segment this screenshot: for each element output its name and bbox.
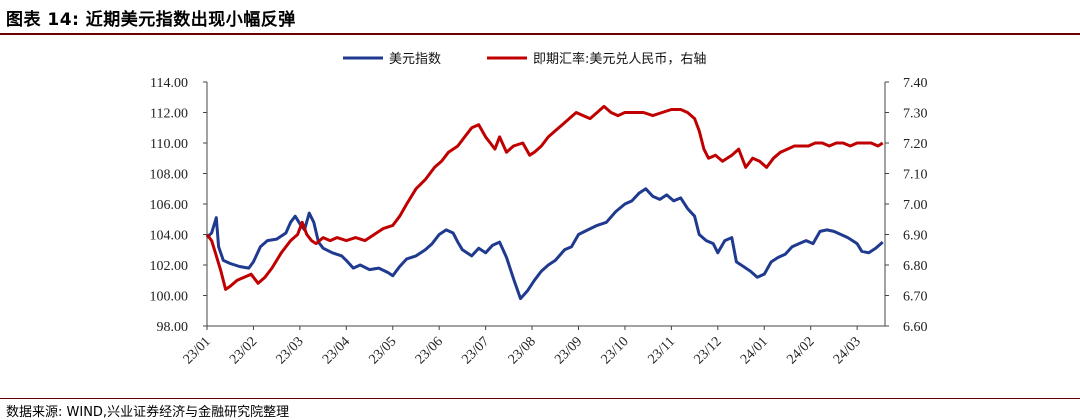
x-tick-label: 23/06 (413, 334, 446, 367)
title-rule (0, 33, 1080, 35)
source-rule (0, 398, 1080, 399)
left-tick-label: 104.00 (150, 229, 189, 244)
x-tick-label: 23/09 (552, 334, 585, 367)
x-tick-label: 23/02 (227, 334, 260, 367)
right-tick-label: 6.80 (903, 259, 928, 274)
right-tick-label: 7.10 (903, 168, 928, 183)
chart-legend: 美元指数 即期汇率:美元兑人民币，右轴 (343, 51, 706, 67)
series-line-1 (205, 187, 884, 301)
x-tick-label: 23/07 (459, 334, 492, 367)
right-tick-label: 6.60 (903, 320, 928, 335)
left-tick-label: 98.00 (157, 320, 189, 335)
chart-axes: 98.00 100.00 102.00 104.00 106.00 108.00 110.0… (150, 76, 928, 367)
source-note: 数据来源: WIND,兴业证券经济与金融研究院整理 (6, 405, 290, 420)
right-tick-label: 6.90 (903, 229, 928, 244)
legend-label-2: 即期汇率:美元兑人民币，右轴 (533, 51, 706, 67)
x-tick-label: 23/04 (320, 334, 353, 367)
left-tick-label: 106.00 (150, 198, 189, 213)
x-tick-label: 23/01 (181, 334, 214, 367)
x-tick-label: 23/03 (274, 334, 307, 367)
figure-title: 图表 14: 近期美元指数出现小幅反弹 (6, 10, 296, 30)
right-tick-label: 7.20 (903, 137, 928, 152)
legend-label-1: 美元指数 (389, 52, 441, 67)
x-tick-label: 23/10 (599, 334, 632, 367)
right-tick-label: 7.30 (903, 107, 928, 122)
x-tick-label: 23/05 (366, 334, 399, 367)
x-tick-label: 24/02 (784, 334, 817, 367)
chart-series (205, 104, 884, 301)
left-tick-label: 100.00 (150, 290, 189, 305)
right-tick-label: 6.70 (903, 290, 928, 305)
x-tick-label: 23/08 (506, 334, 539, 367)
left-tick-label: 102.00 (150, 259, 189, 274)
left-tick-label: 110.00 (150, 137, 188, 152)
x-tick-label: 24/01 (738, 334, 771, 367)
chart-canvas: 98.00 100.00 102.00 104.00 106.00 108.00 110.0… (150, 51, 928, 367)
series-line-2 (205, 104, 884, 291)
left-tick-label: 108.00 (150, 168, 189, 183)
right-tick-label: 7.40 (903, 76, 928, 91)
left-tick-label: 114.00 (150, 76, 188, 91)
left-tick-label: 112.00 (150, 107, 188, 122)
x-tick-label: 23/11 (645, 334, 678, 367)
right-tick-label: 7.00 (903, 198, 928, 213)
x-tick-label: 24/03 (831, 334, 864, 367)
x-tick-label: 23/12 (691, 334, 724, 367)
